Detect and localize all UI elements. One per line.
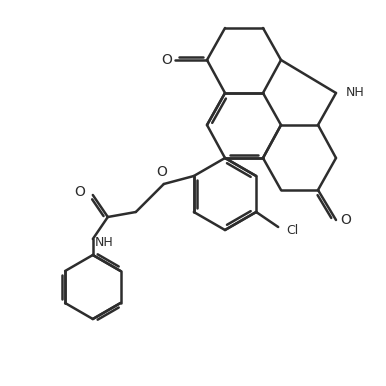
- Text: O: O: [74, 185, 85, 199]
- Text: NH: NH: [95, 235, 113, 249]
- Text: O: O: [340, 213, 351, 227]
- Text: O: O: [156, 165, 167, 179]
- Text: NH: NH: [346, 86, 365, 100]
- Text: Cl: Cl: [286, 223, 298, 237]
- Text: O: O: [162, 53, 173, 67]
